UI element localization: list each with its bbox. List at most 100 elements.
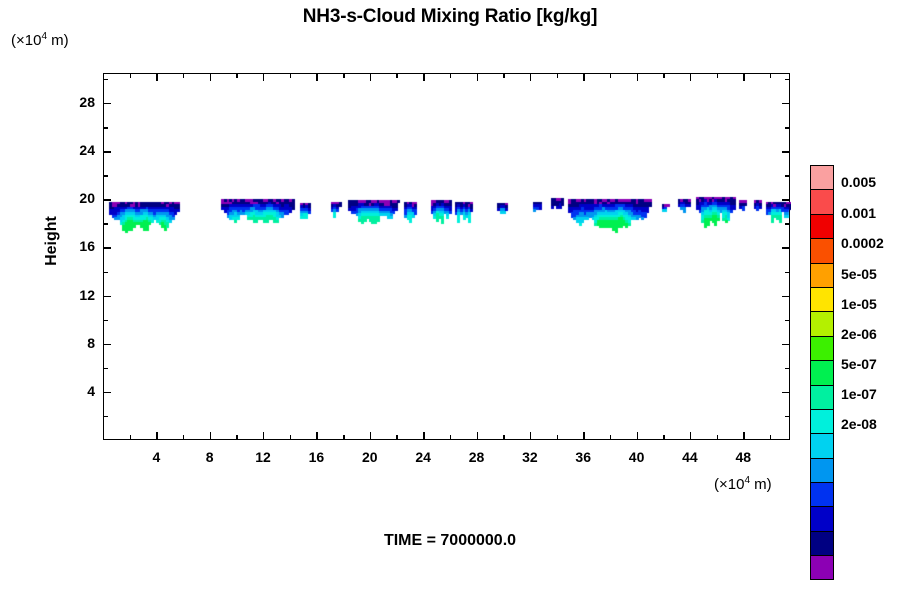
y-minor-tick-right [785, 271, 790, 273]
y-major-tick [103, 247, 111, 249]
x-minor-tick [236, 435, 238, 440]
colorbar-swatch [810, 506, 834, 531]
x-minor-tick-top [289, 73, 292, 78]
x-major-tick [476, 432, 478, 440]
x-minor-tick [396, 435, 398, 440]
colorbar-swatch [810, 311, 834, 336]
x-major-tick [209, 432, 212, 440]
y-tick-label: 12 [79, 286, 95, 303]
y-minor-tick [103, 79, 108, 81]
x-minor-tick [183, 435, 185, 440]
colorbar-swatch [810, 482, 834, 507]
x-major-tick-top [156, 73, 158, 81]
colorbar-swatch [810, 335, 834, 361]
x-tick-label: 32 [522, 449, 538, 465]
plot-area [103, 73, 791, 441]
page-title: NH3-s-Cloud Mixing Ratio [kg/kg] [302, 6, 598, 27]
x-major-tick [369, 432, 372, 440]
colorbar-tick-label: 2e-06 [841, 326, 877, 342]
x-major-tick-top [636, 73, 638, 81]
x-tick-label: 36 [575, 449, 591, 465]
y-minor-tick-right [785, 319, 790, 322]
x-tick-label: 4 [152, 449, 161, 465]
x-tick-label: 24 [415, 449, 431, 465]
colorbar-swatch [810, 530, 834, 556]
x-tick-label: 48 [735, 449, 752, 465]
x-minor-tick [609, 435, 612, 440]
y-minor-tick-right [785, 175, 790, 177]
y-major-tick [103, 295, 111, 297]
x-minor-tick-top [343, 73, 345, 78]
x-major-tick [316, 432, 318, 440]
colorbar-swatch [810, 238, 834, 263]
y-minor-tick-right [785, 415, 790, 418]
x-minor-tick [769, 435, 772, 440]
x-minor-tick-top [769, 73, 772, 78]
x-major-tick-top [209, 73, 212, 81]
x-minor-tick-top [183, 73, 185, 78]
x-tick-label: 8 [205, 449, 214, 465]
y-axis-unit-suffix: m) [47, 32, 69, 49]
x-major-tick [156, 432, 158, 440]
x-tick-label: 28 [468, 449, 485, 465]
colorbar-swatch [810, 457, 834, 483]
x-major-tick [636, 432, 638, 440]
x-minor-tick-top [503, 73, 505, 78]
x-axis-unit-label: (×104 m) [714, 475, 772, 494]
x-major-tick-top [316, 73, 318, 81]
colorbar-tick-label: 1e-07 [841, 386, 877, 402]
x-major-tick-top [583, 73, 585, 81]
x-tick-label: 16 [308, 449, 325, 465]
y-tick-label: 8 [87, 334, 95, 351]
y-major-tick-right [782, 343, 790, 346]
y-major-tick [103, 151, 111, 153]
cloud-mixing-ratio-field [104, 74, 791, 441]
x-major-tick-top [689, 73, 692, 81]
colorbar-swatch [810, 213, 834, 239]
y-axis-unit-exponent: 4 [41, 31, 48, 42]
colorbar-swatch [810, 165, 834, 190]
y-major-tick-right [782, 199, 790, 201]
x-minor-tick [556, 435, 558, 440]
x-major-tick [529, 432, 532, 440]
y-minor-tick-right [785, 127, 790, 129]
x-major-tick [423, 432, 425, 440]
x-major-tick [583, 432, 585, 440]
colorbar-tick-label: 0.001 [841, 205, 877, 221]
x-tick-label: 40 [628, 449, 645, 465]
y-minor-tick-right [785, 223, 790, 225]
colorbar-swatch [810, 433, 834, 458]
y-major-tick-right [782, 151, 790, 153]
x-major-tick [689, 432, 692, 440]
y-major-tick [103, 391, 111, 394]
y-minor-tick [103, 415, 108, 418]
x-minor-tick [716, 435, 719, 440]
x-minor-tick [503, 435, 505, 440]
colorbar-tick-label: 5e-07 [841, 356, 877, 372]
colorbar-swatch [810, 189, 834, 214]
colorbar-tick-label: 0.005 [841, 174, 877, 190]
colorbar-tick-label: 2e-08 [841, 416, 877, 432]
y-axis-unit-label: (×104 m) [11, 31, 69, 50]
x-tick-label: 12 [255, 449, 271, 465]
x-minor-tick [289, 435, 292, 440]
x-axis-unit-exponent: 4 [744, 475, 751, 486]
y-minor-tick [103, 175, 108, 177]
y-minor-tick [103, 367, 108, 370]
y-major-tick-right [782, 391, 790, 394]
y-major-tick [103, 343, 111, 346]
colorbar-swatch [810, 262, 834, 287]
colorbar-swatch [810, 360, 834, 385]
y-tick-label: 20 [79, 190, 95, 207]
x-minor-tick [129, 435, 132, 440]
y-major-tick-right [782, 295, 790, 297]
y-major-tick-right [782, 247, 790, 249]
y-major-tick-right [782, 103, 790, 105]
x-axis-unit-prefix: (×10 [714, 476, 745, 493]
colorbar-tick-label: 5e-05 [841, 266, 877, 282]
x-tick-label: 20 [361, 449, 378, 465]
y-minor-tick [103, 223, 108, 225]
colorbar-swatch [810, 555, 834, 580]
x-minor-tick-top [449, 73, 452, 78]
x-minor-tick-top [716, 73, 719, 78]
